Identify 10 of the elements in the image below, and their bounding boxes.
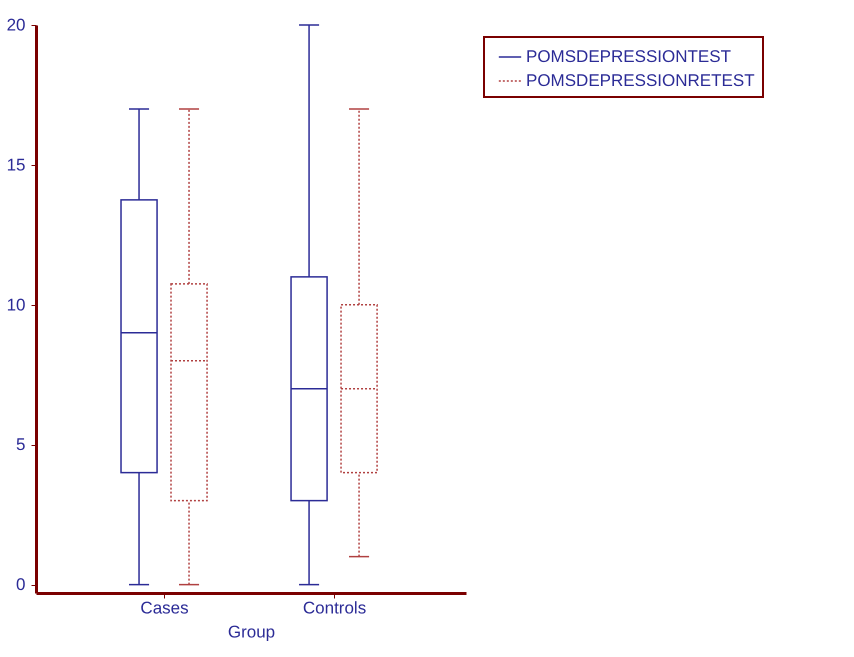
- y-tick-label: 15: [6, 155, 26, 174]
- x-axis-title: Group: [228, 622, 276, 642]
- x-tick-label: Cases: [140, 598, 189, 618]
- y-tick-label: 5: [16, 435, 26, 454]
- y-tick-label: 10: [6, 295, 26, 314]
- y-tick-label: 20: [6, 16, 26, 34]
- legend-label: POMSDEPRESSIONTEST: [526, 47, 731, 66]
- y-tick-label: 0: [16, 575, 26, 594]
- legend-label: POMSDEPRESSIONRETEST: [526, 71, 755, 90]
- x-tick-label: Controls: [302, 598, 366, 618]
